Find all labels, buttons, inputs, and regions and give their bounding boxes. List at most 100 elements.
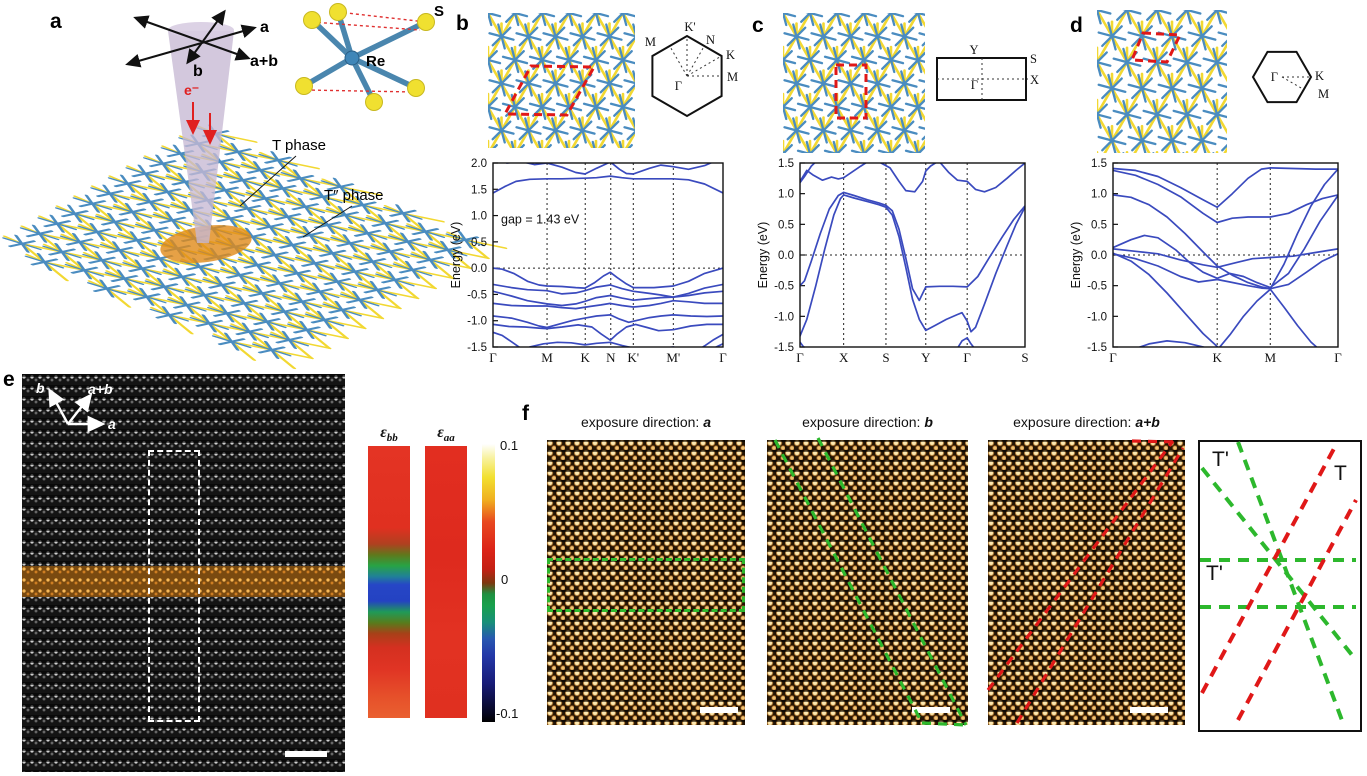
band-line: [1113, 252, 1219, 347]
t-phase-label: T phase: [272, 137, 326, 154]
caption-direction: a+b: [1135, 414, 1160, 430]
unit-cell-c: [834, 63, 868, 120]
panel-label-e: e: [3, 368, 15, 391]
s-atom: [365, 93, 383, 111]
band-line: [1113, 168, 1338, 290]
band-line: [800, 163, 868, 183]
scale-bar-f1: [700, 707, 738, 713]
re-star-sites: [488, 13, 635, 148]
schematic-tprime-top-label: T': [1212, 448, 1229, 471]
band-line: [800, 163, 816, 184]
y-tick-label: 0.0: [778, 250, 794, 262]
s-atom: [295, 77, 313, 95]
epsilon-symbol: ε: [437, 424, 444, 441]
band-structure-tprime-phase: Γ X S Y Γ S 1.5 1.0 0.5 0.0 -0.5 -1.0 -1.5 Energy (eV…: [755, 152, 1035, 365]
y-tick-label: 0.5: [778, 219, 794, 231]
y-tick-label: 1.5: [471, 184, 487, 196]
tpp-phase-pointer-line: [302, 205, 353, 238]
y-tick-label: 0.0: [471, 263, 487, 275]
x-tick-label: X: [839, 350, 849, 365]
phase-boundary-schematic: [1198, 440, 1362, 732]
colorbar-zero-label: 0: [501, 572, 509, 587]
stem-axis-ab-label: a+b: [88, 381, 113, 397]
x-tick-label: Γ: [963, 350, 971, 365]
bz-c-gamma: Γ: [971, 78, 978, 92]
panel-a-illustration: a b a+b e⁻: [2, 3, 508, 370]
re-atom: [344, 50, 360, 66]
y-tick-label: 0.5: [1091, 219, 1107, 231]
caption-direction: a: [703, 414, 711, 430]
t-phase-pointer-line: [239, 155, 297, 207]
band-line: [493, 323, 723, 342]
schematic-t-label: T: [1334, 462, 1347, 485]
x-tick-label: Γ: [1334, 350, 1342, 365]
s-bond-web: [783, 13, 925, 153]
y-tick-label: -1.5: [774, 342, 794, 354]
band-line: [800, 341, 805, 347]
res2-sheet-lattice: [2, 124, 508, 370]
band-line: [939, 163, 1025, 193]
bz-c-y: Y: [969, 43, 978, 57]
y-axis-label: Energy (eV): [1069, 222, 1083, 289]
re-star-sites: [1097, 10, 1227, 153]
x-tick-label: Γ: [1109, 350, 1117, 365]
t-diagonal-line-2: [1236, 499, 1358, 721]
band-line: [527, 341, 677, 347]
schematic-phase-lines: [1200, 441, 1358, 724]
band-line: [493, 267, 723, 289]
y-tick-label: -0.5: [1087, 281, 1107, 293]
x-tick-label: M': [666, 350, 680, 365]
unit-cell-b: [502, 64, 597, 117]
band-line: [800, 194, 1025, 337]
y-tick-label: 0.5: [471, 237, 487, 249]
y-tick-label: -1.5: [1087, 342, 1107, 354]
roi-dashed-rectangle: [148, 450, 200, 722]
s-bond-web: [1097, 10, 1227, 153]
band-line: [493, 314, 723, 329]
panel-label-d: d: [1070, 14, 1083, 37]
stem-axis-a-label: a: [108, 416, 116, 432]
band-lines: [1113, 167, 1338, 347]
axis-a-label: a: [260, 19, 269, 36]
strain-eaa-label: εaa: [425, 424, 467, 444]
y-tick-label: -0.5: [467, 289, 487, 301]
lattice-b: [488, 13, 635, 148]
x-tick-label: M: [1264, 350, 1276, 365]
y-tick-label: -1.0: [467, 316, 487, 328]
tprime-band-outline-green: [773, 437, 968, 727]
band-lines: [493, 163, 723, 347]
y-tick-label: 0.0: [1091, 250, 1107, 262]
axis-ab-arrow: [133, 15, 251, 61]
bz-c-x: X: [1030, 73, 1039, 87]
band-line: [1218, 288, 1318, 347]
lattice-d: [1097, 10, 1227, 153]
strain-colorbar: [482, 444, 495, 722]
axis-b-label: b: [193, 63, 203, 80]
y-tick-label: 2.0: [471, 158, 487, 170]
band-line: [714, 342, 723, 347]
caption-exposure-a: exposure direction: a: [547, 414, 745, 430]
y-tick-label: 1.0: [1091, 189, 1107, 201]
band-line: [493, 290, 723, 307]
band-line: [957, 336, 975, 347]
brillouin-zone-b: K' M N K M Γ: [645, 20, 738, 118]
brillouin-zone-c: Y Γ S X: [936, 43, 1039, 101]
x-tick-label: K': [627, 350, 639, 365]
band-line: [1113, 252, 1338, 290]
caption-exposure-b: exposure direction: b: [767, 414, 968, 430]
x-tick-label: Y: [921, 350, 931, 365]
gap-annotation: gap = 1.43 eV: [501, 212, 580, 226]
x-tick-label: M: [541, 350, 553, 365]
scale-bar-e: [285, 751, 327, 757]
axis-ab-label: a+b: [250, 53, 278, 70]
t-diagonal-line-1: [1200, 442, 1339, 694]
x-tick-label: Γ: [719, 350, 727, 365]
re-star-sites: [783, 13, 925, 153]
scale-bar-f2: [912, 707, 950, 713]
bz-c-s: S: [1030, 52, 1037, 66]
band-line: [1137, 340, 1207, 347]
re-star-sites: [2, 124, 486, 359]
caption-exposure-ab: exposure direction: a+b: [988, 414, 1185, 430]
caption-direction: b: [924, 414, 933, 430]
